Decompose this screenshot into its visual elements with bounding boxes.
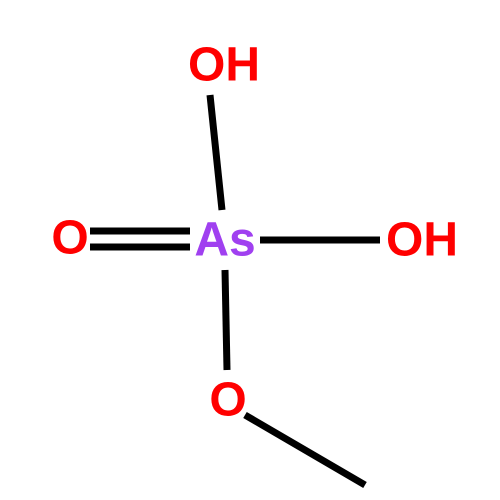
atom-left-o: O [51, 211, 88, 266]
atom-bottom-o: O [209, 373, 246, 428]
atom-top-oh: OH [188, 38, 260, 93]
atom-right-oh: OH [386, 213, 458, 268]
atom-left-o-label: O [51, 212, 88, 265]
atom-as-label: As [194, 214, 255, 267]
atom-as: As [194, 213, 255, 268]
atom-right-oh-label: OH [386, 214, 458, 267]
atom-bottom-o-label: O [209, 374, 246, 427]
bond-as-top-oh [210, 95, 222, 210]
bond-o-methyl [245, 415, 365, 485]
atom-top-oh-label: OH [188, 39, 260, 92]
bond-as-bottom-o [225, 270, 227, 370]
